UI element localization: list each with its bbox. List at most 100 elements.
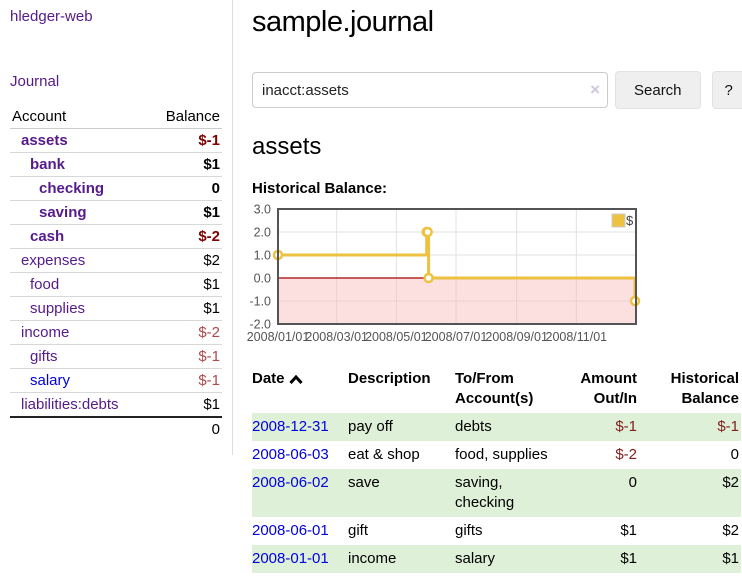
clear-search-icon[interactable]: × bbox=[590, 80, 600, 99]
account-row-expenses: expenses $2 bbox=[10, 248, 222, 273]
account-link-checking[interactable]: checking bbox=[39, 180, 105, 197]
account-row-salary: salary $-1 bbox=[10, 368, 222, 393]
transaction-date-link[interactable]: 2008-06-02 bbox=[252, 474, 329, 491]
transaction-amount: 0 bbox=[628, 474, 637, 491]
account-link-gifts[interactable]: gifts bbox=[30, 348, 58, 365]
account-link-liabilities-debts[interactable]: liabilities:debts bbox=[21, 396, 119, 413]
transaction-balance: $2 bbox=[722, 474, 739, 491]
chart-title: Historical Balance: bbox=[252, 180, 388, 197]
transaction-accounts: gifts bbox=[455, 522, 483, 539]
transaction-description: pay off bbox=[348, 418, 393, 435]
account-link-expenses[interactable]: expenses bbox=[21, 252, 86, 269]
register-row: 2008-06-03 eat & shop food, supplies $-2… bbox=[252, 441, 741, 469]
svg-text:-1.0: -1.0 bbox=[249, 295, 271, 309]
register-row: 2008-06-01 gift gifts $1 $2 bbox=[252, 517, 741, 545]
account-row-food: food $1 bbox=[10, 272, 222, 297]
transaction-description: income bbox=[348, 550, 397, 567]
nav-journal-link[interactable]: Journal bbox=[10, 73, 60, 90]
transaction-balance: $2 bbox=[722, 522, 739, 539]
account-balance: $1 bbox=[148, 152, 222, 177]
transaction-date-link[interactable]: 2008-06-01 bbox=[252, 522, 329, 539]
account-balance: $-2 bbox=[148, 224, 222, 249]
transaction-accounts: salary bbox=[455, 550, 496, 567]
account-link-assets[interactable]: assets bbox=[21, 132, 68, 149]
account-link-supplies[interactable]: supplies bbox=[30, 300, 86, 317]
svg-text:2008/01/01: 2008/01/01 bbox=[247, 330, 310, 344]
transaction-description: save bbox=[348, 474, 380, 491]
svg-text:2008/11/01: 2008/11/01 bbox=[546, 330, 608, 344]
svg-text:0.0: 0.0 bbox=[254, 272, 271, 286]
account-row-income: income $-2 bbox=[10, 320, 222, 345]
search-form: × Search ? bbox=[252, 71, 742, 109]
accounts-total-row: 0 bbox=[10, 416, 222, 441]
account-balance: $2 bbox=[148, 248, 222, 273]
account-row-gifts: gifts $-1 bbox=[10, 344, 222, 369]
register-row: 2008-06-02 save saving, checking 0 $2 bbox=[252, 469, 741, 517]
account-balance: $-2 bbox=[148, 320, 222, 345]
chart-canvas: $3.0 2.0 1.0 0.0 -1.0 -2.02008/01/012008/03/0… bbox=[247, 203, 641, 344]
account-balance: $-1 bbox=[148, 368, 222, 393]
account-balance: $1 bbox=[148, 200, 222, 225]
register-row: 2008-12-31 pay off debts $-1 $-1 bbox=[252, 413, 741, 441]
account-link-salary[interactable]: salary bbox=[30, 372, 71, 389]
transaction-accounts: debts bbox=[455, 418, 492, 435]
account-row-liabilities-debts: liabilities:debts $1 bbox=[10, 392, 222, 418]
account-balance: $1 bbox=[148, 272, 222, 297]
register-header-amount: Amount Out/In bbox=[580, 370, 637, 407]
transaction-amount: $1 bbox=[620, 522, 637, 539]
account-link-saving[interactable]: saving bbox=[39, 204, 87, 221]
main-content: sample.journal × Search ? assets Histori… bbox=[233, 0, 742, 573]
transaction-amount: $-1 bbox=[615, 418, 637, 435]
transaction-date-link[interactable]: 2008-01-01 bbox=[252, 550, 329, 567]
register-table: Date Description To/From Account(s) Amou… bbox=[252, 365, 741, 573]
account-link-cash[interactable]: cash bbox=[30, 228, 65, 245]
transaction-accounts: saving, checking bbox=[455, 474, 515, 511]
accounts-header-balance: Balance bbox=[148, 105, 222, 129]
svg-text:2008/03/01: 2008/03/01 bbox=[305, 330, 368, 344]
search-input[interactable] bbox=[252, 72, 608, 108]
accounts-header-account: Account bbox=[10, 105, 149, 129]
legend-label: $ bbox=[626, 213, 634, 228]
account-row-checking: checking 0 bbox=[10, 176, 222, 201]
transaction-amount: $-2 bbox=[615, 446, 637, 463]
search-button[interactable]: Search bbox=[615, 71, 701, 109]
transaction-date-link[interactable]: 2008-06-03 bbox=[252, 446, 329, 463]
account-balance: $1 bbox=[148, 296, 222, 321]
account-heading: assets bbox=[252, 133, 322, 160]
svg-text:1.0: 1.0 bbox=[254, 249, 271, 263]
account-link-income[interactable]: income bbox=[21, 324, 70, 341]
account-row-cash: cash $-2 bbox=[10, 224, 222, 249]
account-balance: 0 bbox=[148, 176, 222, 201]
accounts-table: Account Balance assets $-1 bank $1 check… bbox=[10, 105, 222, 441]
help-button[interactable]: ? bbox=[711, 71, 742, 109]
svg-text:2008/07/01: 2008/07/01 bbox=[425, 330, 488, 344]
account-row-bank: bank $1 bbox=[10, 152, 222, 177]
transaction-balance: $-1 bbox=[717, 418, 739, 435]
account-row-supplies: supplies $1 bbox=[10, 296, 222, 321]
transaction-description: gift bbox=[348, 522, 369, 539]
register-header-description: Description bbox=[348, 370, 431, 387]
register-header-accounts: To/From Account(s) bbox=[455, 370, 534, 407]
transaction-description: eat & shop bbox=[348, 446, 420, 463]
account-row-assets: assets $-1 bbox=[10, 128, 222, 153]
register-header-balance: Historical Balance bbox=[670, 370, 739, 407]
legend-swatch bbox=[611, 213, 626, 228]
register-header-date[interactable]: Date bbox=[252, 365, 348, 413]
svg-text:2.0: 2.0 bbox=[254, 226, 271, 240]
svg-text:-2.0: -2.0 bbox=[249, 318, 271, 332]
sidebar: hledger-web Journal Account Balance asse… bbox=[0, 0, 233, 455]
svg-text:2008/05/01: 2008/05/01 bbox=[365, 330, 428, 344]
register-header-date-label: Date bbox=[252, 370, 285, 387]
app-title-link[interactable]: hledger-web bbox=[10, 8, 93, 25]
page-title: sample.journal bbox=[252, 6, 434, 38]
account-balance: $-1 bbox=[148, 344, 222, 369]
account-link-bank[interactable]: bank bbox=[30, 156, 66, 173]
transaction-date-link[interactable]: 2008-12-31 bbox=[252, 418, 329, 435]
svg-text:2008/09/01: 2008/09/01 bbox=[485, 330, 548, 344]
accounts-total-value: 0 bbox=[148, 416, 222, 441]
account-balance: $1 bbox=[148, 392, 222, 418]
svg-text:3.0: 3.0 bbox=[254, 203, 271, 217]
sort-asc-icon bbox=[288, 371, 303, 388]
historical-balance-chart: $3.0 2.0 1.0 0.0 -1.0 -2.0 2008/01/01 2008/03/0… bbox=[247, 203, 742, 348]
account-link-food[interactable]: food bbox=[30, 276, 60, 293]
